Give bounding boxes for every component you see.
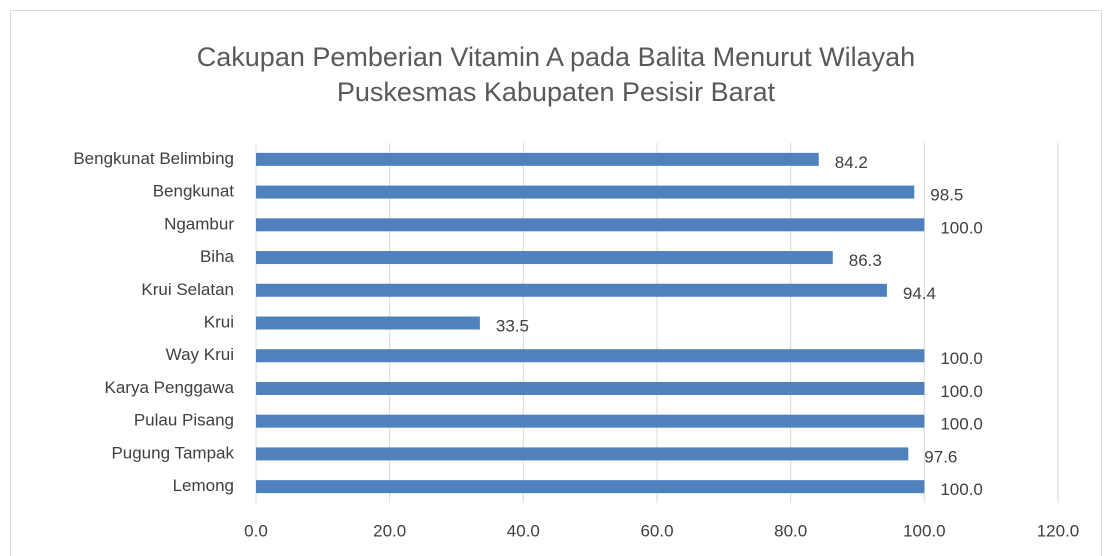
y-tick-label: Ngambur [164, 214, 234, 233]
value-label: 33.5 [496, 316, 529, 335]
y-tick-label: Biha [200, 247, 235, 266]
chart-title: Cakupan Pemberian Vitamin A pada Balita … [196, 42, 916, 107]
value-label: 100.0 [940, 382, 983, 401]
y-tick-label: Krui Selatan [141, 280, 234, 299]
bar [256, 480, 925, 494]
x-tick-label: 80.0 [774, 521, 807, 540]
bar [256, 316, 480, 330]
bar [256, 251, 833, 265]
x-tick-label: 120.0 [1037, 521, 1080, 540]
y-tick-label: Krui [204, 312, 234, 331]
y-tick-label: Lemong [173, 476, 234, 495]
value-label: 98.5 [930, 186, 963, 205]
value-label: 100.0 [940, 349, 983, 368]
bar [256, 283, 887, 297]
value-label: 100.0 [940, 415, 983, 434]
value-label: 97.6 [924, 447, 957, 466]
bar [256, 185, 915, 199]
y-tick-label: Way Krui [166, 345, 234, 364]
bar [256, 152, 819, 166]
x-tick-label: 40.0 [507, 521, 540, 540]
bar [256, 218, 925, 232]
y-tick-label: Karya Penggawa [105, 378, 235, 397]
x-tick-label: 20.0 [373, 521, 406, 540]
bar [256, 414, 925, 428]
y-tick-label: Pugung Tampak [111, 443, 234, 462]
x-tick-label: 0.0 [244, 521, 268, 540]
bar [256, 349, 925, 363]
bar [256, 447, 909, 461]
value-label: 100.0 [940, 218, 983, 237]
x-tick-label: 100.0 [903, 521, 946, 540]
y-tick-label: Bengkunat [153, 182, 235, 201]
value-label: 84.2 [835, 153, 868, 172]
y-tick-label: Pulau Pisang [134, 411, 234, 430]
value-label: 94.4 [903, 284, 936, 303]
x-tick-label: 60.0 [640, 521, 673, 540]
bar [256, 381, 925, 395]
value-label: 86.3 [849, 251, 882, 270]
y-tick-label: Bengkunat Belimbing [73, 149, 234, 168]
value-label: 100.0 [940, 480, 983, 499]
chart-frame [10, 10, 1102, 556]
